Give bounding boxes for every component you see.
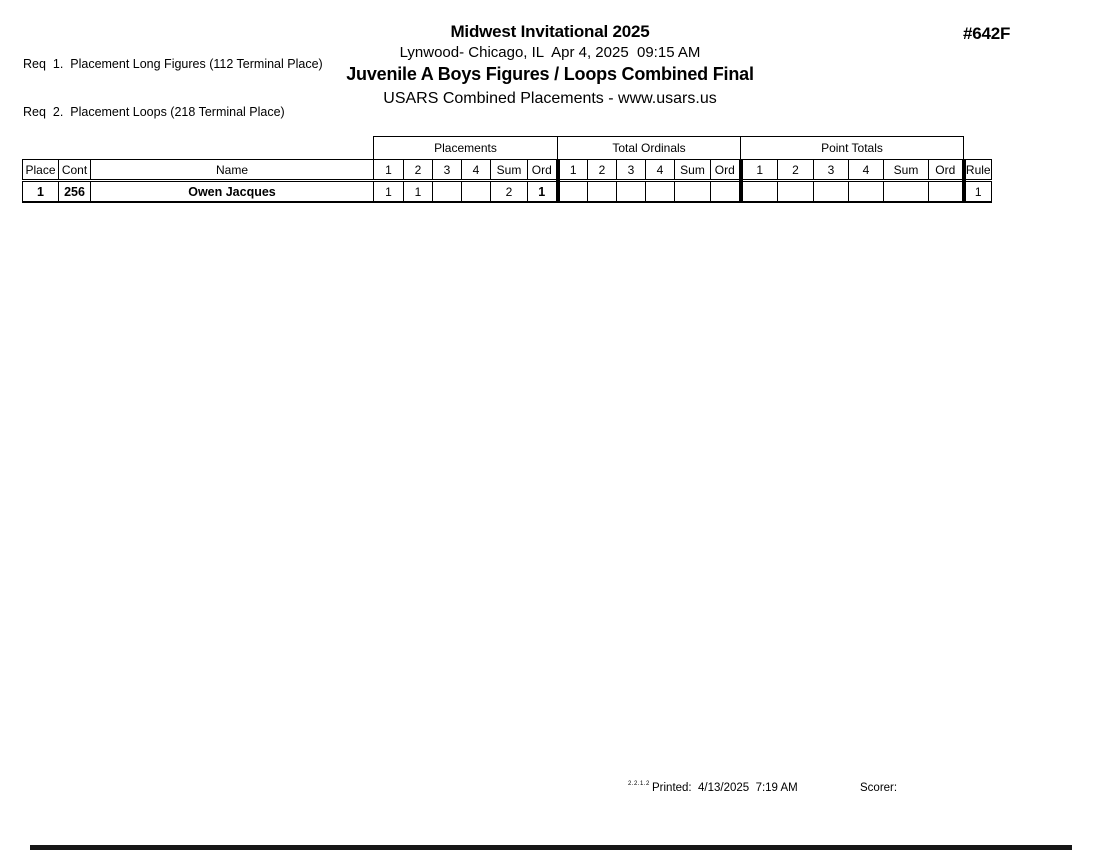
col-header-points-sum: Sum: [883, 159, 929, 182]
group-header-spacer-right: [964, 137, 992, 160]
cell-name: Owen Jacques: [90, 180, 374, 203]
group-header-total-ordinals: Total Ordinals: [557, 136, 741, 160]
cell-ordinals-1: [555, 180, 588, 203]
col-header-ordinals-2: 2: [587, 159, 617, 182]
report-header: Midwest Invitational 2025 Lynwood- Chica…: [0, 22, 1100, 111]
col-header-ordinals-3: 3: [616, 159, 646, 182]
cell-rule: 1: [961, 180, 992, 203]
cell-place: 1: [22, 180, 59, 203]
cell-ordinals-3: [616, 180, 646, 203]
competition-title: Midwest Invitational 2025: [450, 22, 650, 41]
col-header-points-3: 3: [813, 159, 849, 182]
col-header-ordinals-sum: Sum: [674, 159, 711, 182]
col-header-cont: Cont: [58, 159, 91, 182]
results-table: Placements Total Ordinals Point Totals P…: [22, 136, 992, 203]
cell-placements-2: 1: [403, 180, 433, 203]
col-header-placements-3: 3: [432, 159, 462, 182]
event-number: #642F: [963, 24, 1011, 43]
col-header-placements-4: 4: [461, 159, 491, 182]
col-header-placements-1: 1: [373, 159, 404, 182]
page-bottom-edge: [30, 845, 1072, 850]
cell-placements-1: 1: [373, 180, 404, 203]
requirements-block: Req 1. Placement Long Figures (112 Termi…: [23, 24, 323, 136]
cell-placements-ord: 1: [527, 180, 558, 203]
cell-ordinals-sum: [674, 180, 711, 203]
cell-ordinals-4: [645, 180, 675, 203]
software-version: 2.2.1.2: [628, 781, 650, 787]
col-header-points-4: 4: [848, 159, 884, 182]
group-header-point-totals: Point Totals: [740, 136, 964, 160]
cell-points-2: [777, 180, 814, 203]
cell-ordinals-2: [587, 180, 617, 203]
requirement-line-1: Req 1. Placement Long Figures (112 Termi…: [23, 57, 323, 71]
col-header-points-1: 1: [738, 159, 778, 182]
cell-points-4: [848, 180, 884, 203]
column-header-row: Place Cont Name 1 2 3 4 Sum Ord 1 2 3 4 …: [22, 159, 992, 182]
col-header-placements-sum: Sum: [490, 159, 528, 182]
col-header-rule: Rule: [961, 159, 992, 182]
printed-timestamp: Printed: 4/13/2025 7:19 AM: [652, 782, 798, 794]
cell-ordinals-ord: [710, 180, 741, 203]
group-header-row: Placements Total Ordinals Point Totals: [23, 136, 992, 160]
scorer-label: Scorer:: [860, 782, 898, 794]
col-header-ordinals-ord: Ord: [710, 159, 741, 182]
event-title: Juvenile A Boys Figures / Loops Combined…: [346, 64, 754, 84]
report-subtitle: USARS Combined Placements - www.usars.us: [383, 90, 717, 107]
cell-cont: 256: [58, 180, 91, 203]
col-header-points-2: 2: [777, 159, 814, 182]
cell-points-1: [738, 180, 778, 203]
col-header-place: Place: [22, 159, 59, 182]
cell-points-3: [813, 180, 849, 203]
cell-placements-sum: 2: [490, 180, 528, 203]
col-header-name: Name: [90, 159, 374, 182]
col-header-placements-ord: Ord: [527, 159, 558, 182]
col-header-placements-2: 2: [403, 159, 433, 182]
cell-points-ord: [928, 180, 964, 203]
cell-points-sum: [883, 180, 929, 203]
col-header-ordinals-1: 1: [555, 159, 588, 182]
result-row: 1 256 Owen Jacques 1 1 2 1 1: [22, 180, 992, 203]
venue-date-line: Lynwood- Chicago, IL Apr 4, 2025 09:15 A…: [399, 44, 701, 61]
group-header-placements: Placements: [373, 136, 558, 160]
col-header-points-ord: Ord: [928, 159, 964, 182]
cell-placements-4: [461, 180, 491, 203]
requirement-line-2: Req 2. Placement Loops (218 Terminal Pla…: [23, 105, 285, 119]
group-header-spacer-left: [23, 137, 374, 160]
cell-placements-3: [432, 180, 462, 203]
col-header-ordinals-4: 4: [645, 159, 675, 182]
